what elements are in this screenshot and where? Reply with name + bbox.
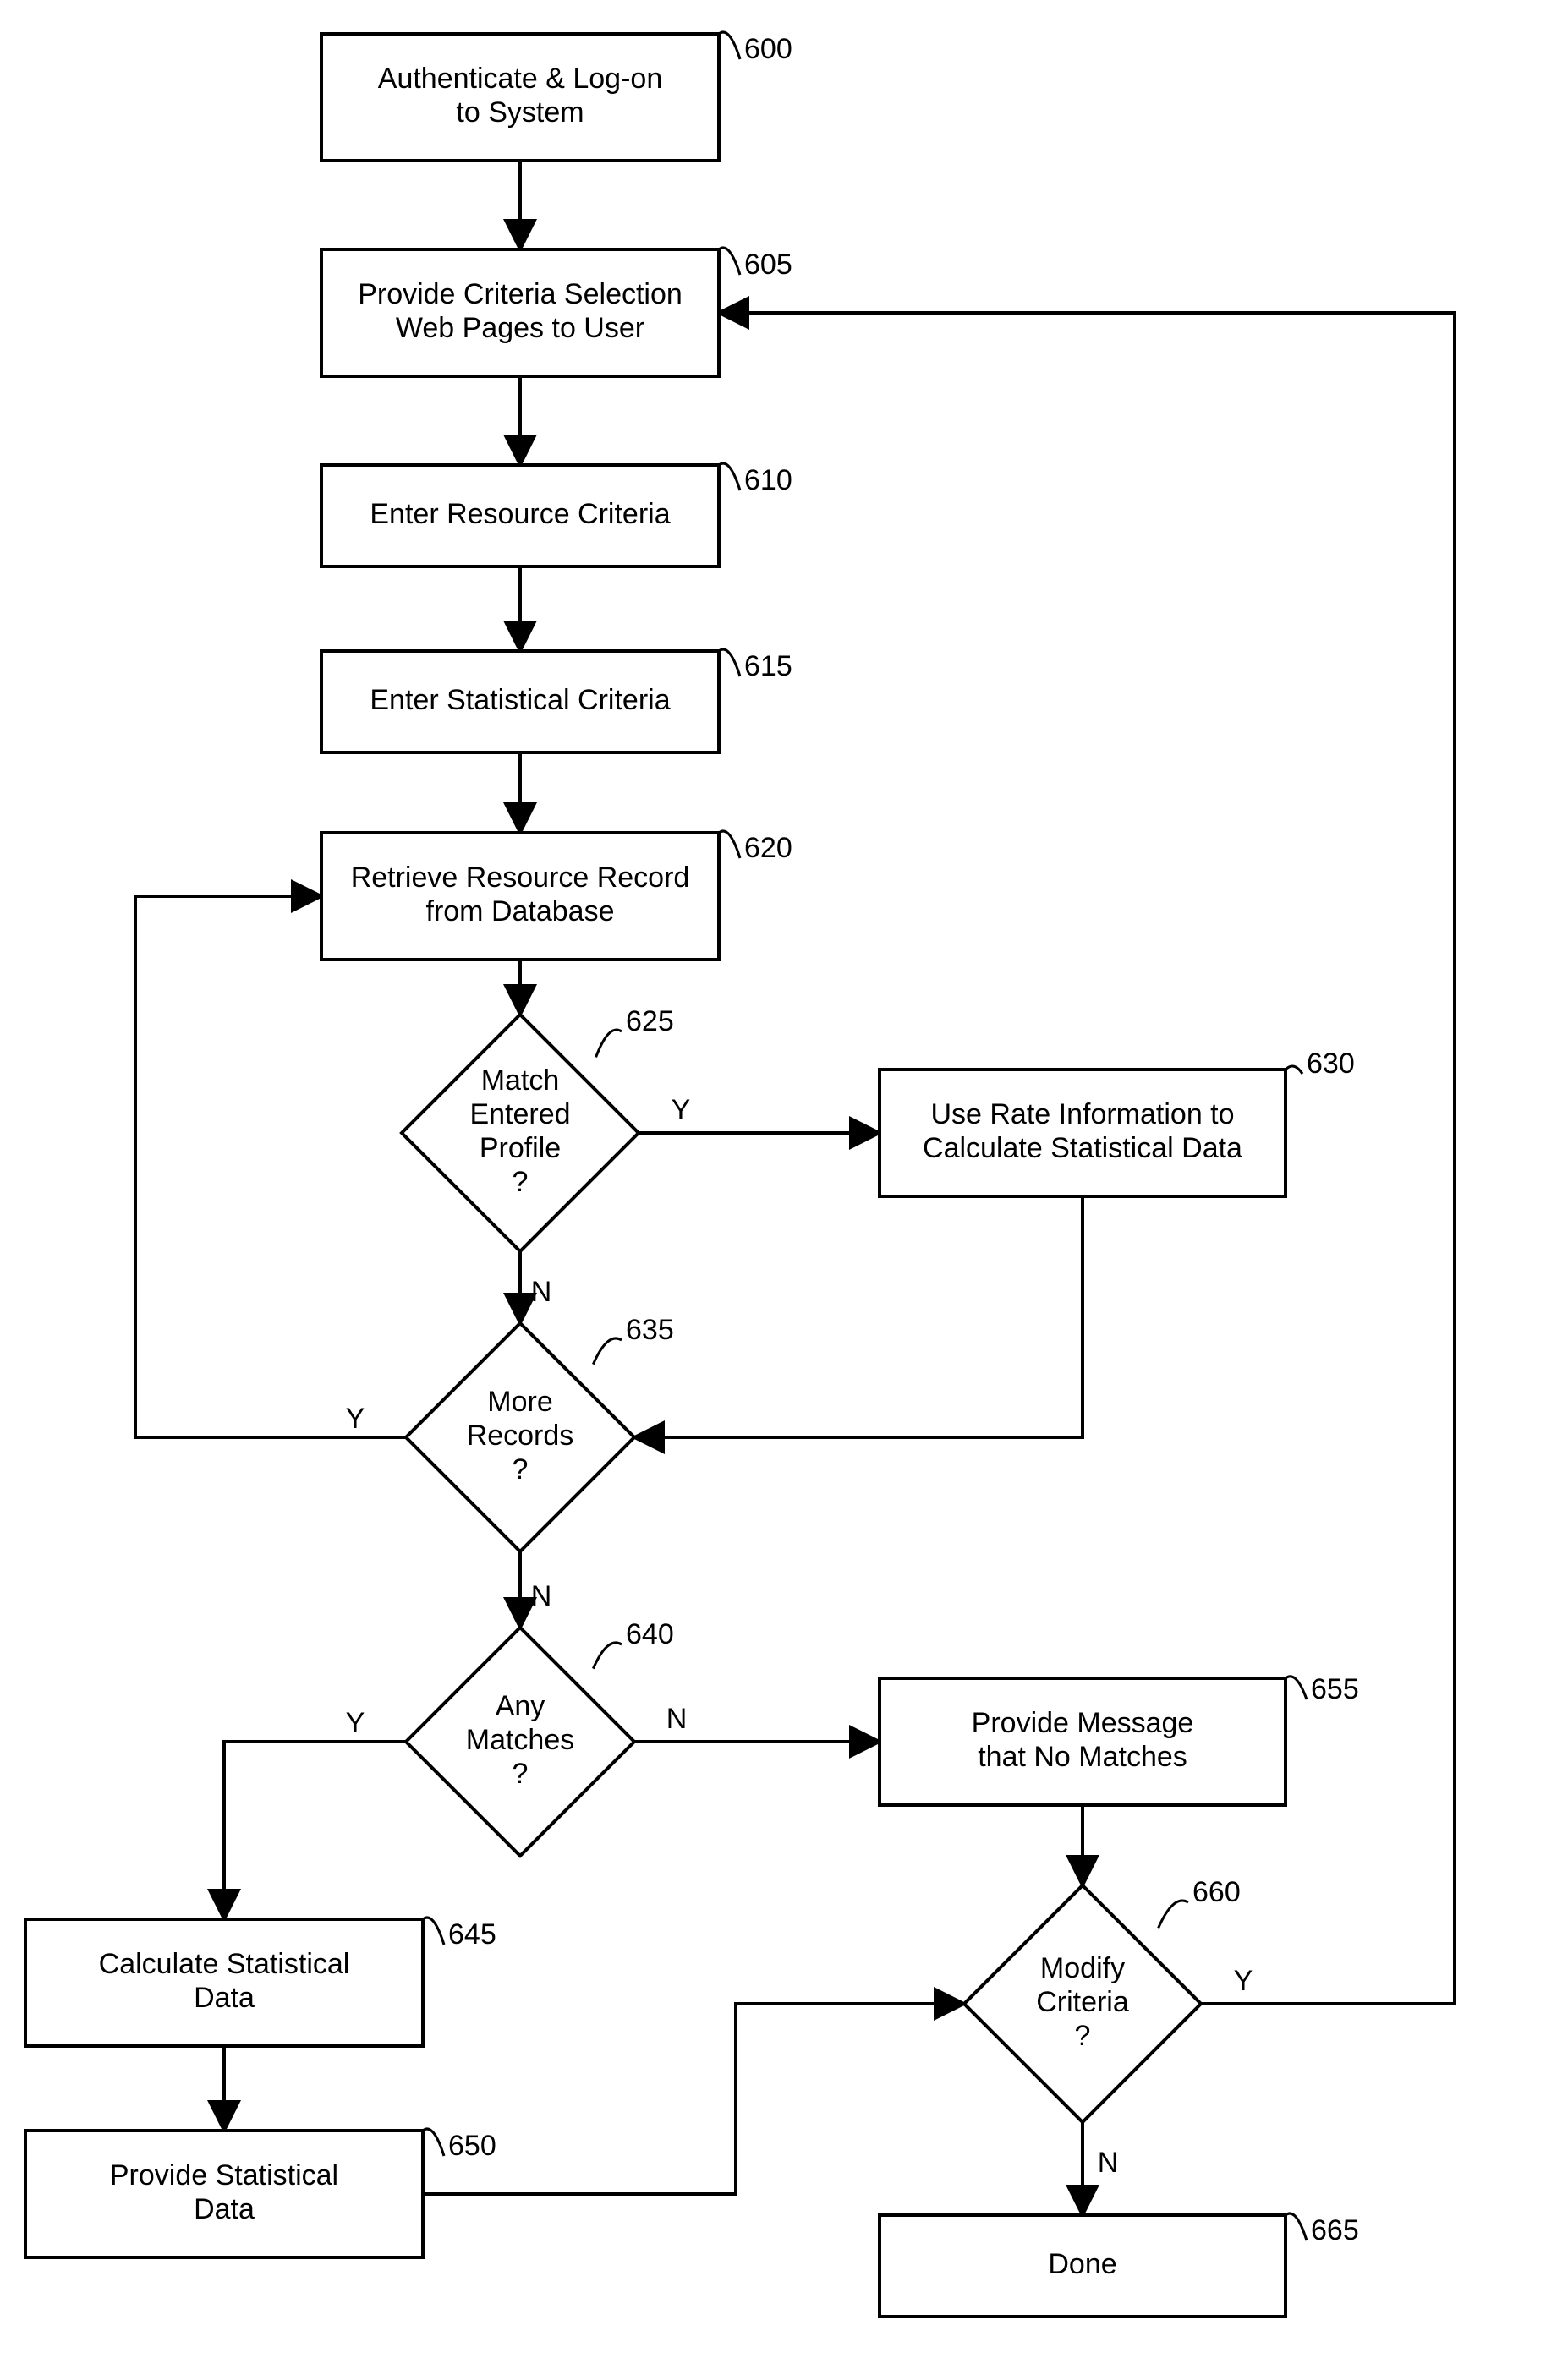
ref-label: 665 (1311, 2214, 1359, 2246)
ref-leader (719, 463, 740, 490)
node-n660: ModifyCriteria? (964, 1885, 1201, 2122)
node-n665: Done (880, 2215, 1286, 2317)
edge-label: Y (672, 1094, 691, 1126)
ref-label: 630 (1307, 1048, 1355, 1080)
node-text: Data (194, 2193, 255, 2225)
node-text: Provide Statistical (110, 2159, 338, 2191)
edge-label: N (1098, 2147, 1119, 2179)
edge-n630-n635 (634, 1196, 1083, 1437)
ref-leader (1286, 2213, 1307, 2240)
node-text: Any (496, 1690, 545, 1722)
ref-label: 605 (744, 249, 792, 281)
ref-label: 615 (744, 650, 792, 682)
node-n650: Provide StatisticalData (25, 2131, 423, 2257)
edge-n635-n620 (135, 896, 406, 1437)
ref-leader (719, 649, 740, 676)
ref-label: 650 (448, 2130, 496, 2162)
node-n605: Provide Criteria SelectionWeb Pages to U… (321, 249, 719, 376)
node-text: Calculate Statistical Data (923, 1132, 1242, 1164)
node-text: to System (456, 96, 584, 129)
ref-leader (1159, 1901, 1188, 1928)
edge-label: N (531, 1580, 552, 1612)
node-text: Web Pages to User (396, 312, 644, 344)
ref-leader (423, 1918, 444, 1945)
ref-label: 660 (1192, 1876, 1241, 1908)
ref-leader (596, 1030, 622, 1057)
node-text: from Database (426, 895, 615, 927)
ref-label: 600 (744, 33, 792, 65)
ref-label: 640 (626, 1618, 674, 1650)
node-n645: Calculate StatisticalData (25, 1919, 423, 2046)
node-text: Matches (466, 1724, 575, 1756)
edge-label: N (531, 1276, 552, 1308)
node-text: Criteria (1036, 1986, 1129, 2018)
ref-leader (423, 2129, 444, 2156)
node-text: Use Rate Information to (930, 1098, 1234, 1130)
ref-label: 635 (626, 1314, 674, 1346)
ref-leader (1286, 1677, 1307, 1699)
node-text: ? (513, 1453, 529, 1485)
node-text: Entered (469, 1098, 570, 1130)
node-n625: MatchEnteredProfile? (402, 1015, 639, 1251)
node-n655: Provide Messagethat No Matches (880, 1678, 1286, 1805)
node-text: ? (513, 1758, 529, 1790)
node-n635: MoreRecords? (406, 1323, 634, 1551)
ref-leader (593, 1643, 622, 1669)
ref-label: 610 (744, 464, 792, 496)
node-text: Modify (1040, 1952, 1125, 1984)
ref-leader (593, 1338, 622, 1365)
edge-label: N (666, 1703, 688, 1735)
node-n600: Authenticate & Log-onto System (321, 34, 719, 161)
ref-leader (1286, 1066, 1302, 1074)
ref-label: 625 (626, 1005, 674, 1037)
node-text: that No Matches (978, 1741, 1187, 1773)
node-n640: AnyMatches? (406, 1628, 634, 1856)
node-text: Enter Statistical Criteria (370, 684, 670, 716)
node-text: Records (467, 1420, 574, 1452)
node-text: Profile (480, 1132, 561, 1164)
node-n630: Use Rate Information toCalculate Statist… (880, 1070, 1286, 1196)
node-text: Provide Message (972, 1707, 1194, 1739)
node-text: Data (194, 1982, 255, 2014)
node-n615: Enter Statistical Criteria (321, 651, 719, 752)
ref-label: 645 (448, 1918, 496, 1951)
node-text: Retrieve Resource Record (351, 862, 690, 894)
edge-label: Y (346, 1707, 365, 1739)
nodes-layer: Authenticate & Log-onto System Provide Cr… (25, 34, 1286, 2317)
ref-leader (719, 32, 740, 59)
node-text: Calculate Statistical (99, 1948, 350, 1980)
node-text: ? (1075, 2020, 1091, 2052)
ref-label: 655 (1311, 1673, 1359, 1705)
ref-leader (719, 248, 740, 275)
flowchart-canvas: Authenticate & Log-onto System Provide Cr… (0, 0, 1546, 2380)
node-text: Authenticate & Log-on (378, 63, 662, 95)
edge-n650-n660 (423, 2004, 964, 2194)
ref-leader (719, 831, 740, 858)
edge-n640-n645 (224, 1742, 406, 1919)
edge-label: Y (346, 1403, 365, 1435)
node-text: ? (513, 1166, 529, 1198)
node-text: More (487, 1386, 552, 1418)
node-n620: Retrieve Resource Recordfrom Database (321, 833, 719, 960)
node-text: Match (481, 1064, 560, 1097)
node-text: Enter Resource Criteria (370, 498, 670, 530)
edge-label: Y (1234, 1965, 1253, 1997)
node-n610: Enter Resource Criteria (321, 465, 719, 566)
ref-label: 620 (744, 832, 792, 864)
node-text: Provide Criteria Selection (358, 278, 683, 310)
node-text: Done (1048, 2248, 1116, 2280)
